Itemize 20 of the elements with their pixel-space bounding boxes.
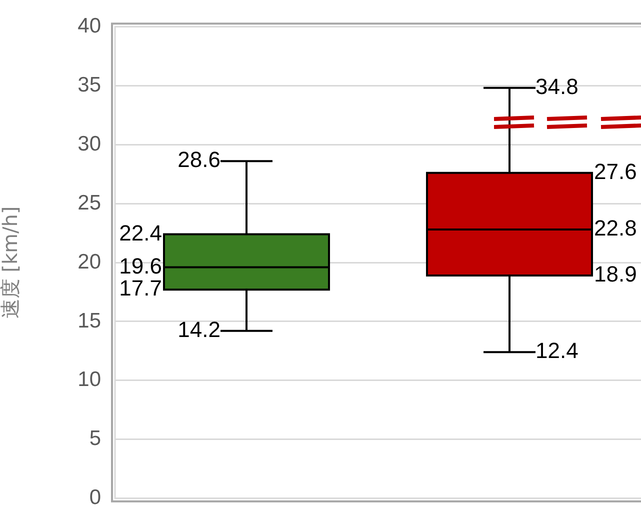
y-tick-label: 5 <box>89 427 101 450</box>
y-tick-label: 40 <box>78 14 101 38</box>
annotation: 28.6 <box>178 147 220 172</box>
y-axis-title: 速度 [km/h] <box>0 206 22 319</box>
annotation: 22.4 <box>119 220 162 246</box>
y-tick-label: 0 <box>89 486 101 510</box>
y-tick-label: 35 <box>78 73 101 96</box>
y-tick-label: 15 <box>78 309 101 332</box>
annotation: 34.8 <box>536 74 578 99</box>
annotation: 22.8 <box>594 216 637 241</box>
y-tick-label: 20 <box>78 250 101 274</box>
annotation: 12.4 <box>536 338 578 364</box>
y-tick-label: 10 <box>78 368 101 392</box>
annotation: 14.2 <box>178 316 220 342</box>
y-tick-label: 25 <box>78 191 101 214</box>
annotation: 19.6 <box>119 253 162 278</box>
annotation: 27.6 <box>594 158 637 184</box>
y-tick-label: 30 <box>78 132 101 156</box>
annotation: 18.9 <box>594 262 637 287</box>
annotation: 17.7 <box>119 276 162 301</box>
